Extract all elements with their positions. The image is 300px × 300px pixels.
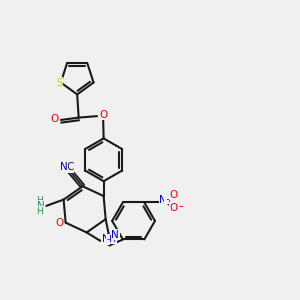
Text: N: N (111, 230, 119, 240)
Text: O: O (99, 110, 107, 120)
Text: N: N (60, 162, 68, 172)
Text: C: C (67, 162, 74, 172)
Text: H: H (36, 196, 43, 205)
Text: N: N (159, 195, 167, 205)
Text: S: S (56, 77, 63, 88)
Text: O: O (170, 203, 178, 213)
Text: -H: -H (107, 235, 117, 244)
Text: O: O (51, 114, 59, 124)
Text: O: O (56, 218, 64, 228)
Text: N: N (37, 201, 45, 211)
Text: -: - (178, 200, 183, 213)
Text: +: + (165, 195, 172, 204)
Text: O: O (169, 190, 178, 200)
Text: N: N (102, 234, 110, 244)
Text: H: H (36, 207, 43, 216)
